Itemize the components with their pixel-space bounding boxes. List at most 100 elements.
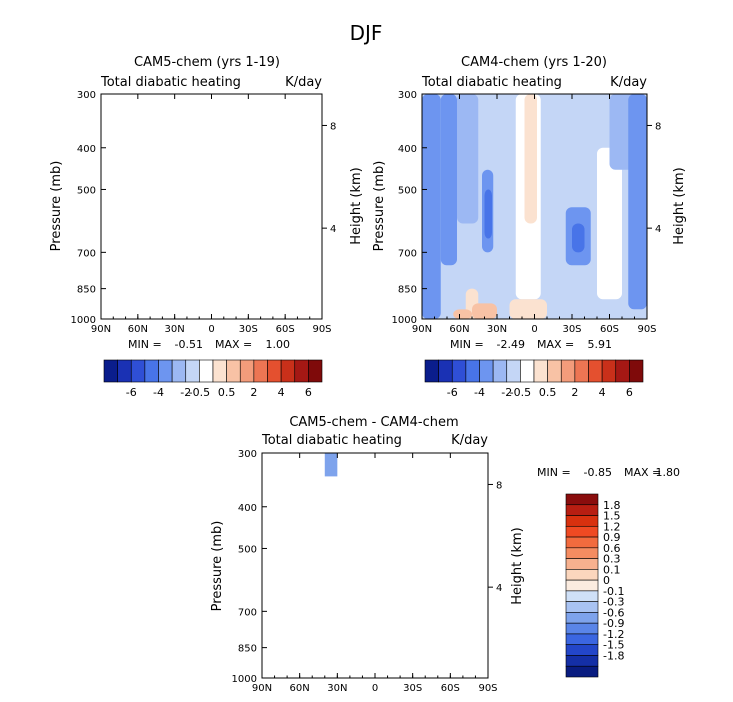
- x-tick-label: 90N: [412, 324, 432, 335]
- colorbar-swatch: [239, 359, 255, 383]
- colorbar-swatch: [465, 359, 480, 383]
- x-tick-label: 60N: [449, 324, 469, 335]
- colorbar-label: 4: [599, 386, 606, 399]
- plot-area: [101, 94, 322, 319]
- y-tick-label: 400: [398, 144, 417, 155]
- y-tick-label: 500: [77, 185, 96, 196]
- colorbar-swatch: [565, 493, 599, 506]
- colorbar-swatch: [451, 359, 467, 383]
- colorbar-swatch: [565, 644, 599, 656]
- colorbar-swatch: [267, 359, 282, 383]
- height-axis-label: Height (km): [349, 167, 364, 244]
- height-tick-label: 8: [330, 121, 336, 132]
- x-tick-label: 60S: [600, 324, 619, 335]
- max-label: MAX =: [624, 466, 661, 479]
- y-tick-label: 300: [77, 90, 96, 101]
- colorbar-swatch: [185, 359, 200, 383]
- contour-band: [484, 189, 492, 239]
- colorbar-swatch: [253, 359, 268, 383]
- colorbar-label: 0.5: [539, 386, 557, 399]
- colorbar-swatch: [565, 569, 599, 581]
- height-tick-label: 4: [655, 224, 661, 235]
- y-tick-label: 700: [238, 607, 257, 618]
- colorbar-swatch: [294, 359, 309, 383]
- colorbar-swatch: [158, 359, 173, 383]
- x-tick-label: 90S: [312, 324, 331, 335]
- panel-title: CAM4-chem (yrs 1-20): [461, 55, 607, 70]
- panel-units: K/day: [451, 433, 488, 448]
- colorbar-label: 1.8: [603, 499, 621, 512]
- x-tick-label: 30S: [562, 324, 581, 335]
- colorbar-swatch: [565, 515, 599, 527]
- colorbar-label: 1.5: [603, 510, 621, 523]
- min-label: MIN =: [537, 466, 571, 479]
- colorbar-swatch: [533, 359, 548, 383]
- colorbar-swatch: [565, 590, 599, 602]
- panel-cam4: CAM4-chem (yrs 1-20) Total diabatic heat…: [372, 55, 687, 351]
- colorbar-swatch: [424, 359, 439, 383]
- min-value: -0.51: [175, 338, 203, 351]
- colorbar-label: -2: [180, 386, 191, 399]
- panel-title: CAM5-chem - CAM4-chem: [289, 415, 458, 430]
- colorbar-label: -4: [474, 386, 485, 399]
- colorbar-swatch: [574, 359, 589, 383]
- x-tick-label: 90S: [637, 324, 656, 335]
- colorbar-swatch: [520, 359, 535, 383]
- y-tick-label: 500: [398, 185, 417, 196]
- colorbar-label: 0.1: [603, 563, 621, 576]
- contour-band: [457, 94, 479, 224]
- min-label: MIN =: [450, 338, 484, 351]
- colorbar-swatch: [308, 359, 323, 383]
- height-tick-label: 8: [496, 480, 502, 491]
- colorbar-swatch: [565, 536, 599, 549]
- data-cell: [162, 94, 175, 118]
- contour-band: [422, 94, 441, 319]
- colorbar-swatch: [547, 359, 562, 383]
- colorbar-swatch: [565, 558, 599, 570]
- colorbar-label: -0.9: [603, 617, 624, 630]
- colorbar-label: -0.6: [603, 606, 624, 619]
- colorbar-swatch: [565, 665, 599, 678]
- contour-band: [572, 223, 585, 253]
- colorbar-label: 2: [571, 386, 578, 399]
- colorbar-swatch: [615, 359, 630, 383]
- x-tick-label: 60S: [441, 683, 460, 694]
- y-axis-label: Pressure (mb): [372, 161, 387, 252]
- height-tick-label: 4: [496, 583, 502, 594]
- colorbar-label: -1.8: [603, 649, 624, 662]
- colorbar-label: 2: [250, 386, 257, 399]
- figure-title: DJF: [350, 21, 383, 45]
- contour-band: [597, 147, 622, 300]
- y-tick-label: 700: [77, 248, 96, 259]
- colorbar-swatch: [479, 359, 494, 383]
- height-tick-label: 8: [655, 121, 661, 132]
- y-tick-label: 400: [77, 144, 96, 155]
- colorbar-swatch: [565, 525, 599, 538]
- colorbar-swatch: [280, 359, 296, 383]
- colorbar-label: 4: [278, 386, 285, 399]
- max-label: MAX =: [215, 338, 252, 351]
- colorbar-swatch: [506, 359, 521, 383]
- x-tick-label: 90N: [91, 324, 111, 335]
- y-axis-label: Pressure (mb): [210, 521, 225, 612]
- x-tick-label: 90S: [478, 683, 497, 694]
- min-value: -2.49: [497, 338, 525, 351]
- colorbar-swatch: [438, 359, 453, 383]
- colorbar-label: 1.2: [603, 520, 621, 533]
- y-tick-label: 1000: [71, 315, 96, 326]
- height-axis-label: Height (km): [510, 527, 525, 604]
- colorbar-swatch: [565, 504, 599, 516]
- y-tick-label: 700: [398, 248, 417, 259]
- colorbar-swatch: [560, 359, 576, 383]
- x-tick-label: 90N: [252, 683, 272, 694]
- y-tick-label: 1000: [232, 674, 257, 685]
- max-value: 1.80: [656, 466, 681, 479]
- colorbar-swatch: [565, 547, 599, 559]
- contour-band: [472, 303, 497, 319]
- x-tick-label: 0: [531, 324, 537, 335]
- panel-difference: CAM5-chem - CAM4-chem Total diabatic hea…: [210, 415, 680, 694]
- colorbar-swatch: [492, 359, 508, 383]
- colorbar-swatch: [144, 359, 159, 383]
- x-tick-label: 60N: [128, 324, 148, 335]
- contour-band: [524, 94, 537, 224]
